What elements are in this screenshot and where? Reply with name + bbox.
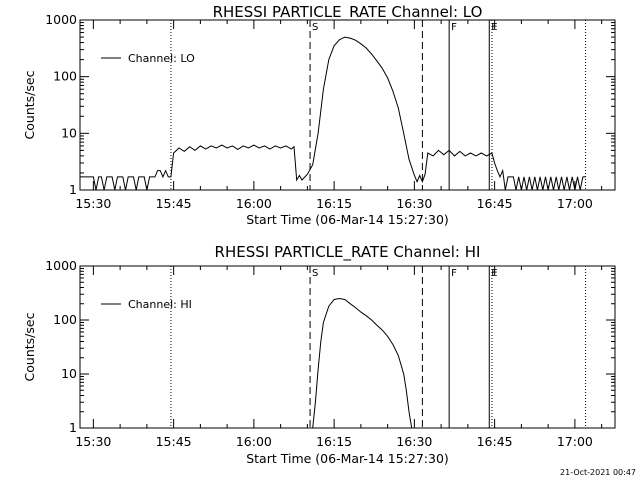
y-tick-label: 100 bbox=[53, 69, 77, 84]
y-tick-label: 1 bbox=[69, 420, 77, 435]
y-axis-label: Counts/sec bbox=[22, 70, 37, 139]
event-marker-label: F bbox=[451, 22, 457, 33]
event-marker-label: E bbox=[491, 22, 497, 33]
x-tick-label: 16:30 bbox=[396, 434, 432, 449]
x-tick-label: 16:45 bbox=[477, 196, 513, 211]
x-tick-label: 16:15 bbox=[316, 196, 352, 211]
event-marker-label: F bbox=[451, 268, 457, 279]
plot-frame bbox=[79, 265, 616, 429]
y-tick-label: 10 bbox=[61, 366, 77, 381]
x-tick-label: 15:30 bbox=[75, 196, 111, 211]
y-tick-label: 100 bbox=[53, 312, 77, 327]
x-tick-label: 16:30 bbox=[396, 196, 432, 211]
event-marker-label: E bbox=[491, 268, 497, 279]
event-marker-label: S bbox=[312, 22, 318, 33]
x-axis-label: Start Time (06-Mar-14 15:27:30) bbox=[246, 451, 449, 466]
y-tick-label: 10 bbox=[61, 125, 77, 140]
y-axis-label: Counts/sec bbox=[22, 312, 37, 381]
lo-channel-panel: RHESSI PARTICLE_RATE Channel: LO 1 10 100 10… bbox=[22, 3, 616, 227]
chart-title: RHESSI PARTICLE_RATE Channel: LO bbox=[213, 3, 483, 22]
x-tick-label: 16:00 bbox=[236, 434, 272, 449]
legend-entry: Channel: LO bbox=[128, 52, 195, 65]
hi-channel-panel: RHESSI PARTICLE_RATE Channel: HI 1 10 100 10… bbox=[22, 243, 616, 466]
chart-title: RHESSI PARTICLE_RATE Channel: HI bbox=[215, 243, 481, 262]
plot-frame bbox=[79, 19, 616, 191]
series-line bbox=[80, 36, 586, 191]
x-tick-label: 16:00 bbox=[236, 196, 272, 211]
x-tick-label: 15:45 bbox=[156, 434, 192, 449]
x-tick-label: 15:30 bbox=[75, 434, 111, 449]
x-tick-label: 16:45 bbox=[477, 434, 513, 449]
x-tick-label: 15:45 bbox=[156, 196, 192, 211]
x-tick-label: 17:00 bbox=[557, 434, 593, 449]
event-marker-label: S bbox=[312, 268, 318, 279]
y-tick-label: 1000 bbox=[45, 12, 77, 27]
legend-entry: Channel: HI bbox=[128, 298, 192, 311]
footer-timestamp: 21-Oct-2021 00:47 bbox=[560, 468, 636, 477]
x-tick-label: 16:15 bbox=[316, 434, 352, 449]
y-tick-label: 1000 bbox=[45, 258, 77, 273]
x-tick-label: 17:00 bbox=[557, 196, 593, 211]
x-axis-label: Start Time (06-Mar-14 15:27:30) bbox=[246, 212, 449, 227]
y-tick-label: 1 bbox=[69, 182, 77, 197]
series-line bbox=[312, 297, 413, 429]
